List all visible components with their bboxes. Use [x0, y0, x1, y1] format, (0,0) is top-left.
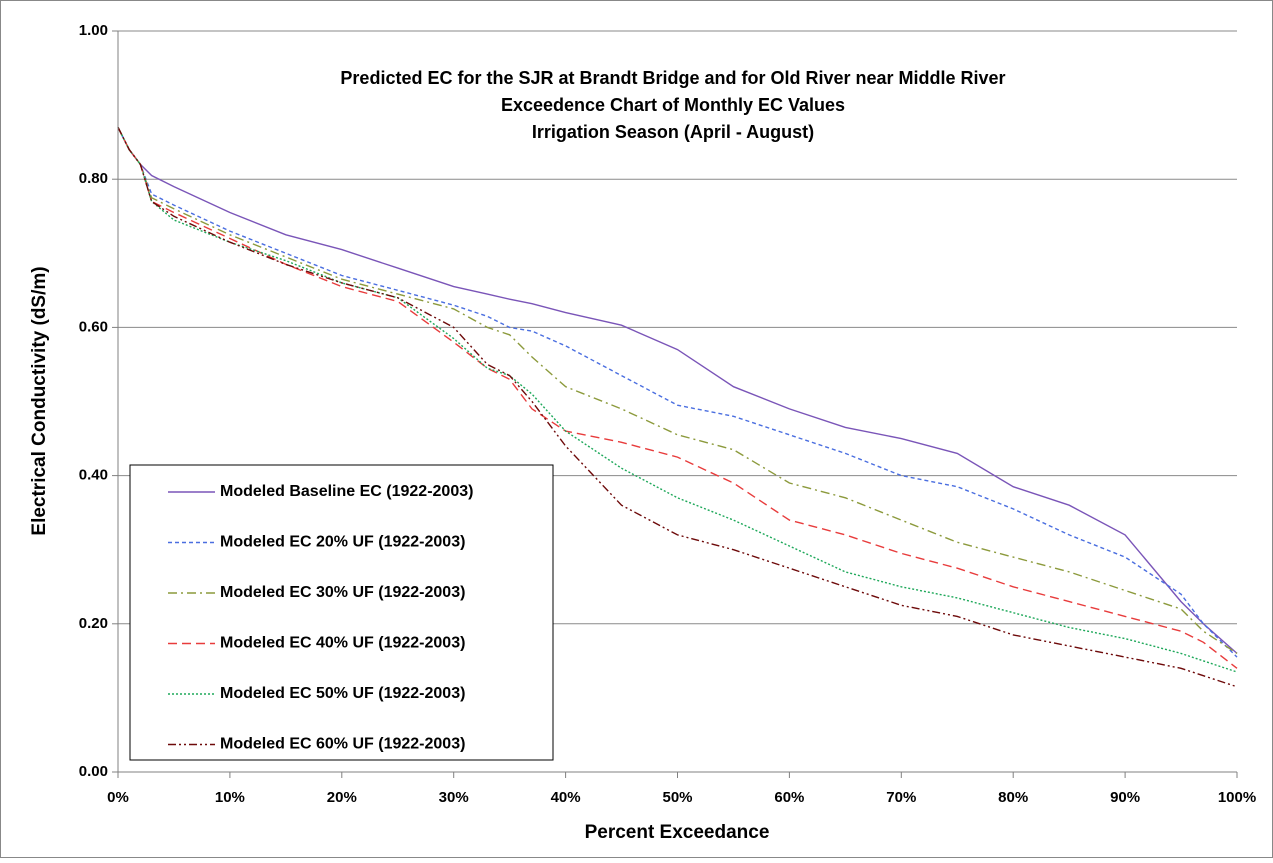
x-tick-label: 10%: [215, 789, 245, 806]
legend-label: Modeled Baseline EC (1922-2003): [220, 483, 473, 500]
y-tick-label: 0.40: [79, 467, 108, 484]
titles: Predicted EC for the SJR at Brandt Bridg…: [29, 68, 1006, 843]
x-tick-label: 0%: [107, 789, 129, 806]
series-line: [117, 126, 1238, 688]
x-tick-label: 50%: [662, 789, 692, 806]
lines: [117, 126, 1238, 688]
chart-title: Exceedence Chart of Monthly EC Values: [501, 95, 845, 115]
y-tick-label: 0.60: [79, 318, 108, 335]
x-tick-label: 20%: [327, 789, 357, 806]
x-tick-label: 100%: [1218, 789, 1256, 806]
y-tick-label: 1.00: [79, 22, 108, 39]
x-tick-label: 30%: [439, 789, 469, 806]
y-tick-label: 0.20: [79, 615, 108, 632]
legend-box: [129, 464, 554, 761]
legend: Modeled Baseline EC (1922-2003) Modeled E…: [129, 464, 554, 761]
series-line: [117, 126, 1238, 673]
series-line: [117, 126, 1238, 654]
x-tick-label: 40%: [551, 789, 581, 806]
legend-label: Modeled EC 50% UF (1922-2003): [220, 685, 465, 702]
x-tick-label: 80%: [998, 789, 1028, 806]
x-tick-label: 90%: [1110, 789, 1140, 806]
legend-label: Modeled EC 20% UF (1922-2003): [220, 534, 465, 551]
chart-title: Predicted EC for the SJR at Brandt Bridg…: [340, 68, 1005, 88]
y-tick-label: 0.00: [79, 763, 108, 780]
series-line: [117, 126, 1238, 654]
axes: 0.00 0.20 0.40 0.60 0.80 1.00 0% 10% 20% 30% 40% 50…: [79, 22, 1256, 806]
legend-label: Modeled EC 40% UF (1922-2003): [220, 635, 465, 652]
y-tick-label: 0.80: [79, 170, 108, 187]
y-axis-title: Electrical Conductivity (dS/m): [29, 266, 50, 535]
x-tick-label: 60%: [774, 789, 804, 806]
legend-label: Modeled EC 60% UF (1922-2003): [220, 736, 465, 753]
legend-label: Modeled EC 30% UF (1922-2003): [220, 584, 465, 601]
series-line: [117, 126, 1238, 658]
chart-title: Irrigation Season (April - August): [532, 122, 814, 142]
x-tick-label: 70%: [886, 789, 916, 806]
x-axis-title: Percent Exceedance: [585, 822, 770, 843]
